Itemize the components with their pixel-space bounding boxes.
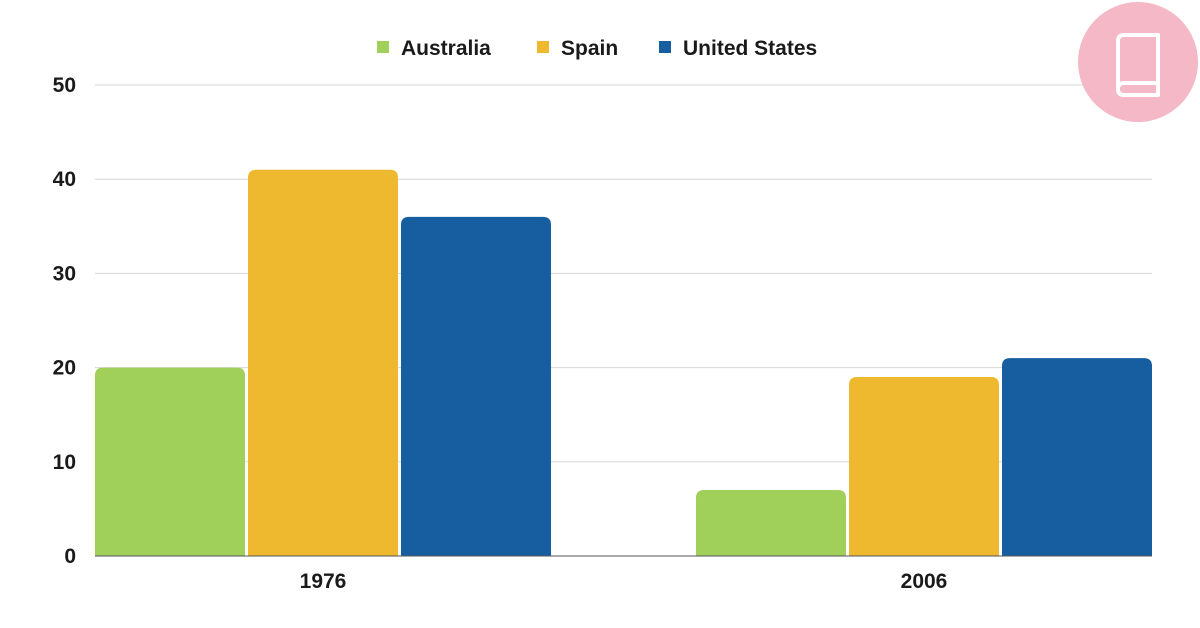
bar-spain-2006 xyxy=(849,377,999,556)
y-tick-label: 40 xyxy=(53,168,76,191)
y-tick-label: 50 xyxy=(53,74,76,97)
x-axis-categories: 1976 2006 xyxy=(300,570,948,593)
bar-australia-2006 xyxy=(696,490,846,556)
y-axis-ticks: 0 10 20 30 40 50 xyxy=(53,74,76,568)
legend-swatch xyxy=(659,41,671,53)
legend-swatch xyxy=(377,41,389,53)
bar-australia-1976 xyxy=(95,367,245,556)
legend-label: United States xyxy=(683,37,817,60)
y-tick-label: 20 xyxy=(53,357,76,380)
legend-swatch xyxy=(537,41,549,53)
y-tick-label: 10 xyxy=(53,451,76,474)
bar-united-states-1976 xyxy=(401,216,551,556)
bar-spain-1976 xyxy=(248,169,398,556)
legend: Australia Spain United States xyxy=(377,37,817,60)
y-tick-label: 0 xyxy=(64,545,76,568)
x-category-label: 1976 xyxy=(300,570,347,593)
book-icon xyxy=(1078,2,1198,122)
y-tick-label: 30 xyxy=(53,262,76,285)
legend-label: Spain xyxy=(561,37,618,60)
bars xyxy=(95,169,1152,556)
x-category-label: 2006 xyxy=(901,570,948,593)
bar-united-states-2006 xyxy=(1002,358,1152,556)
legend-label: Australia xyxy=(401,37,491,60)
